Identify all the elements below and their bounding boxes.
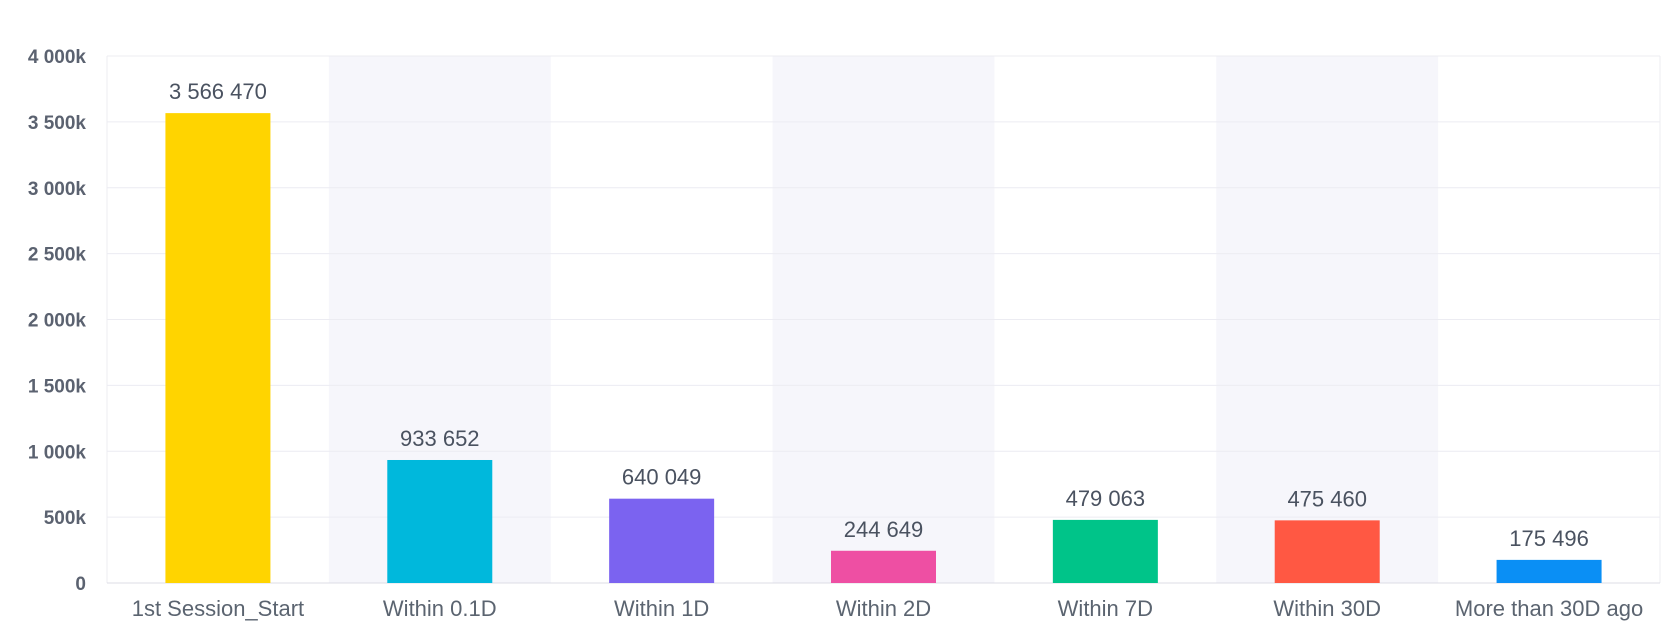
bar[interactable]: [1274, 520, 1380, 583]
x-tick-label: Within 1D: [614, 596, 709, 621]
gridlines: [106, 55, 1661, 584]
bar[interactable]: [1052, 519, 1158, 583]
data-label: 244 649: [844, 517, 924, 542]
y-tick-label: 1 000k: [28, 442, 87, 463]
x-tick-label: Within 2D: [836, 596, 931, 621]
bars: [165, 113, 1602, 583]
y-tick-label: 3 500k: [28, 113, 87, 134]
bar[interactable]: [609, 498, 715, 583]
data-labels: 3 566 470 933 652 640 049 244 649 479 063 475…: [169, 79, 1589, 551]
x-tick-label: Within 7D: [1058, 596, 1153, 621]
y-tick-label: 1 500k: [28, 376, 87, 397]
y-tick-label: 2 000k: [28, 311, 87, 332]
data-label: 933 652: [400, 426, 480, 451]
data-label: 479 063: [1066, 486, 1146, 511]
y-tick-label: 2 500k: [28, 245, 87, 266]
bar[interactable]: [831, 550, 936, 583]
bar[interactable]: [165, 113, 271, 583]
x-axis: 1st Session_Start Within 0.1D Within 1D Wit…: [132, 596, 1644, 621]
y-tick-label: 0: [75, 574, 86, 595]
x-tick-label: More than 30D ago: [1455, 596, 1643, 621]
x-tick-label: 1st Session_Start: [132, 596, 304, 621]
data-label: 475 460: [1287, 486, 1367, 511]
y-axis: 0 500k 1 000k 1 500k 2 000k 2 500k 3 000k 3 500…: [28, 47, 87, 595]
data-label: 640 049: [622, 465, 702, 490]
bar[interactable]: [387, 459, 493, 583]
y-tick-label: 3 000k: [28, 179, 87, 200]
data-label: 175 496: [1509, 526, 1589, 551]
y-tick-label: 4 000k: [28, 47, 87, 68]
bar[interactable]: [1496, 559, 1602, 583]
x-tick-label: Within 0.1D: [383, 596, 497, 621]
data-label: 3 566 470: [169, 79, 267, 104]
x-tick-label: Within 30D: [1273, 596, 1381, 621]
y-tick-label: 500k: [44, 508, 87, 529]
